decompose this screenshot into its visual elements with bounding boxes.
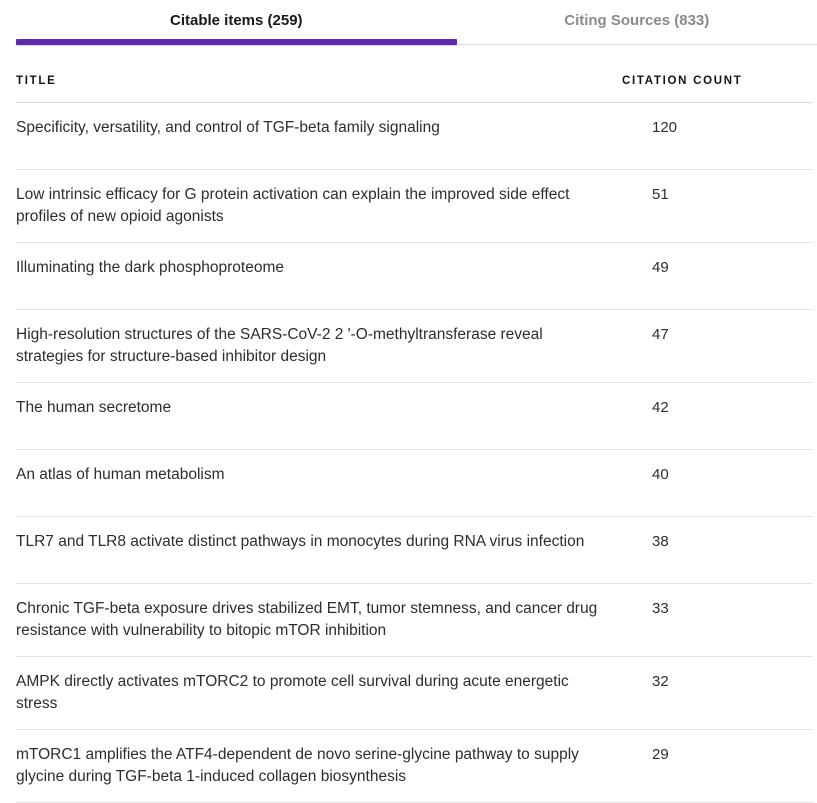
tab-citable-items[interactable]: Citable items (259) <box>16 0 457 45</box>
row-citation-count: 32 <box>622 656 813 730</box>
row-citation-count: 49 <box>622 242 813 310</box>
table-row: The human secretome 42 <box>16 382 813 450</box>
citations-table: TITLE CITATION COUNT Specificity, versat… <box>16 45 813 803</box>
row-citation-count: 38 <box>622 516 813 584</box>
row-title: The human secretome <box>16 382 622 450</box>
row-title: Low intrinsic efficacy for G protein act… <box>16 169 622 243</box>
row-title: TLR7 and TLR8 activate distinct pathways… <box>16 516 622 584</box>
table-header: TITLE CITATION COUNT <box>16 45 813 103</box>
table-row: mTORC1 amplifies the ATF4-dependent de n… <box>16 729 813 803</box>
tab-citing-sources[interactable]: Citing Sources (833) <box>456 0 817 45</box>
table-row: TLR7 and TLR8 activate distinct pathways… <box>16 516 813 584</box>
row-citation-count: 42 <box>622 382 813 450</box>
table-row: AMPK directly activates mTORC2 to promot… <box>16 656 813 730</box>
table-row: Low intrinsic efficacy for G protein act… <box>16 169 813 243</box>
table-row: Chronic TGF-beta exposure drives stabili… <box>16 583 813 657</box>
table-body: Specificity, versatility, and control of… <box>16 102 813 803</box>
row-title: Specificity, versatility, and control of… <box>16 102 622 170</box>
row-citation-count: 33 <box>622 583 813 657</box>
row-citation-count: 40 <box>622 449 813 517</box>
column-header-title: TITLE <box>16 45 622 103</box>
tab-citing-sources-label: Citing Sources (833) <box>564 12 710 29</box>
column-header-citation-count: CITATION COUNT <box>622 45 813 103</box>
tab-citable-items-label: Citable items (259) <box>170 12 303 29</box>
table-row: High-resolution structures of the SARS-C… <box>16 309 813 383</box>
row-title: mTORC1 amplifies the ATF4-dependent de n… <box>16 729 622 803</box>
row-title: High-resolution structures of the SARS-C… <box>16 309 622 383</box>
table-row: Specificity, versatility, and control of… <box>16 102 813 170</box>
row-citation-count: 120 <box>622 102 813 170</box>
row-citation-count: 51 <box>622 169 813 243</box>
table-row: Illuminating the dark phosphoproteome 49 <box>16 242 813 310</box>
row-title: An atlas of human metabolism <box>16 449 622 517</box>
row-citation-count: 29 <box>622 729 813 803</box>
row-citation-count: 47 <box>622 309 813 383</box>
tab-bar: Citable items (259) Citing Sources (833) <box>16 0 817 45</box>
row-title: Chronic TGF-beta exposure drives stabili… <box>16 583 622 657</box>
row-title: Illuminating the dark phosphoproteome <box>16 242 622 310</box>
table-row: An atlas of human metabolism 40 <box>16 449 813 517</box>
row-title: AMPK directly activates mTORC2 to promot… <box>16 656 622 730</box>
